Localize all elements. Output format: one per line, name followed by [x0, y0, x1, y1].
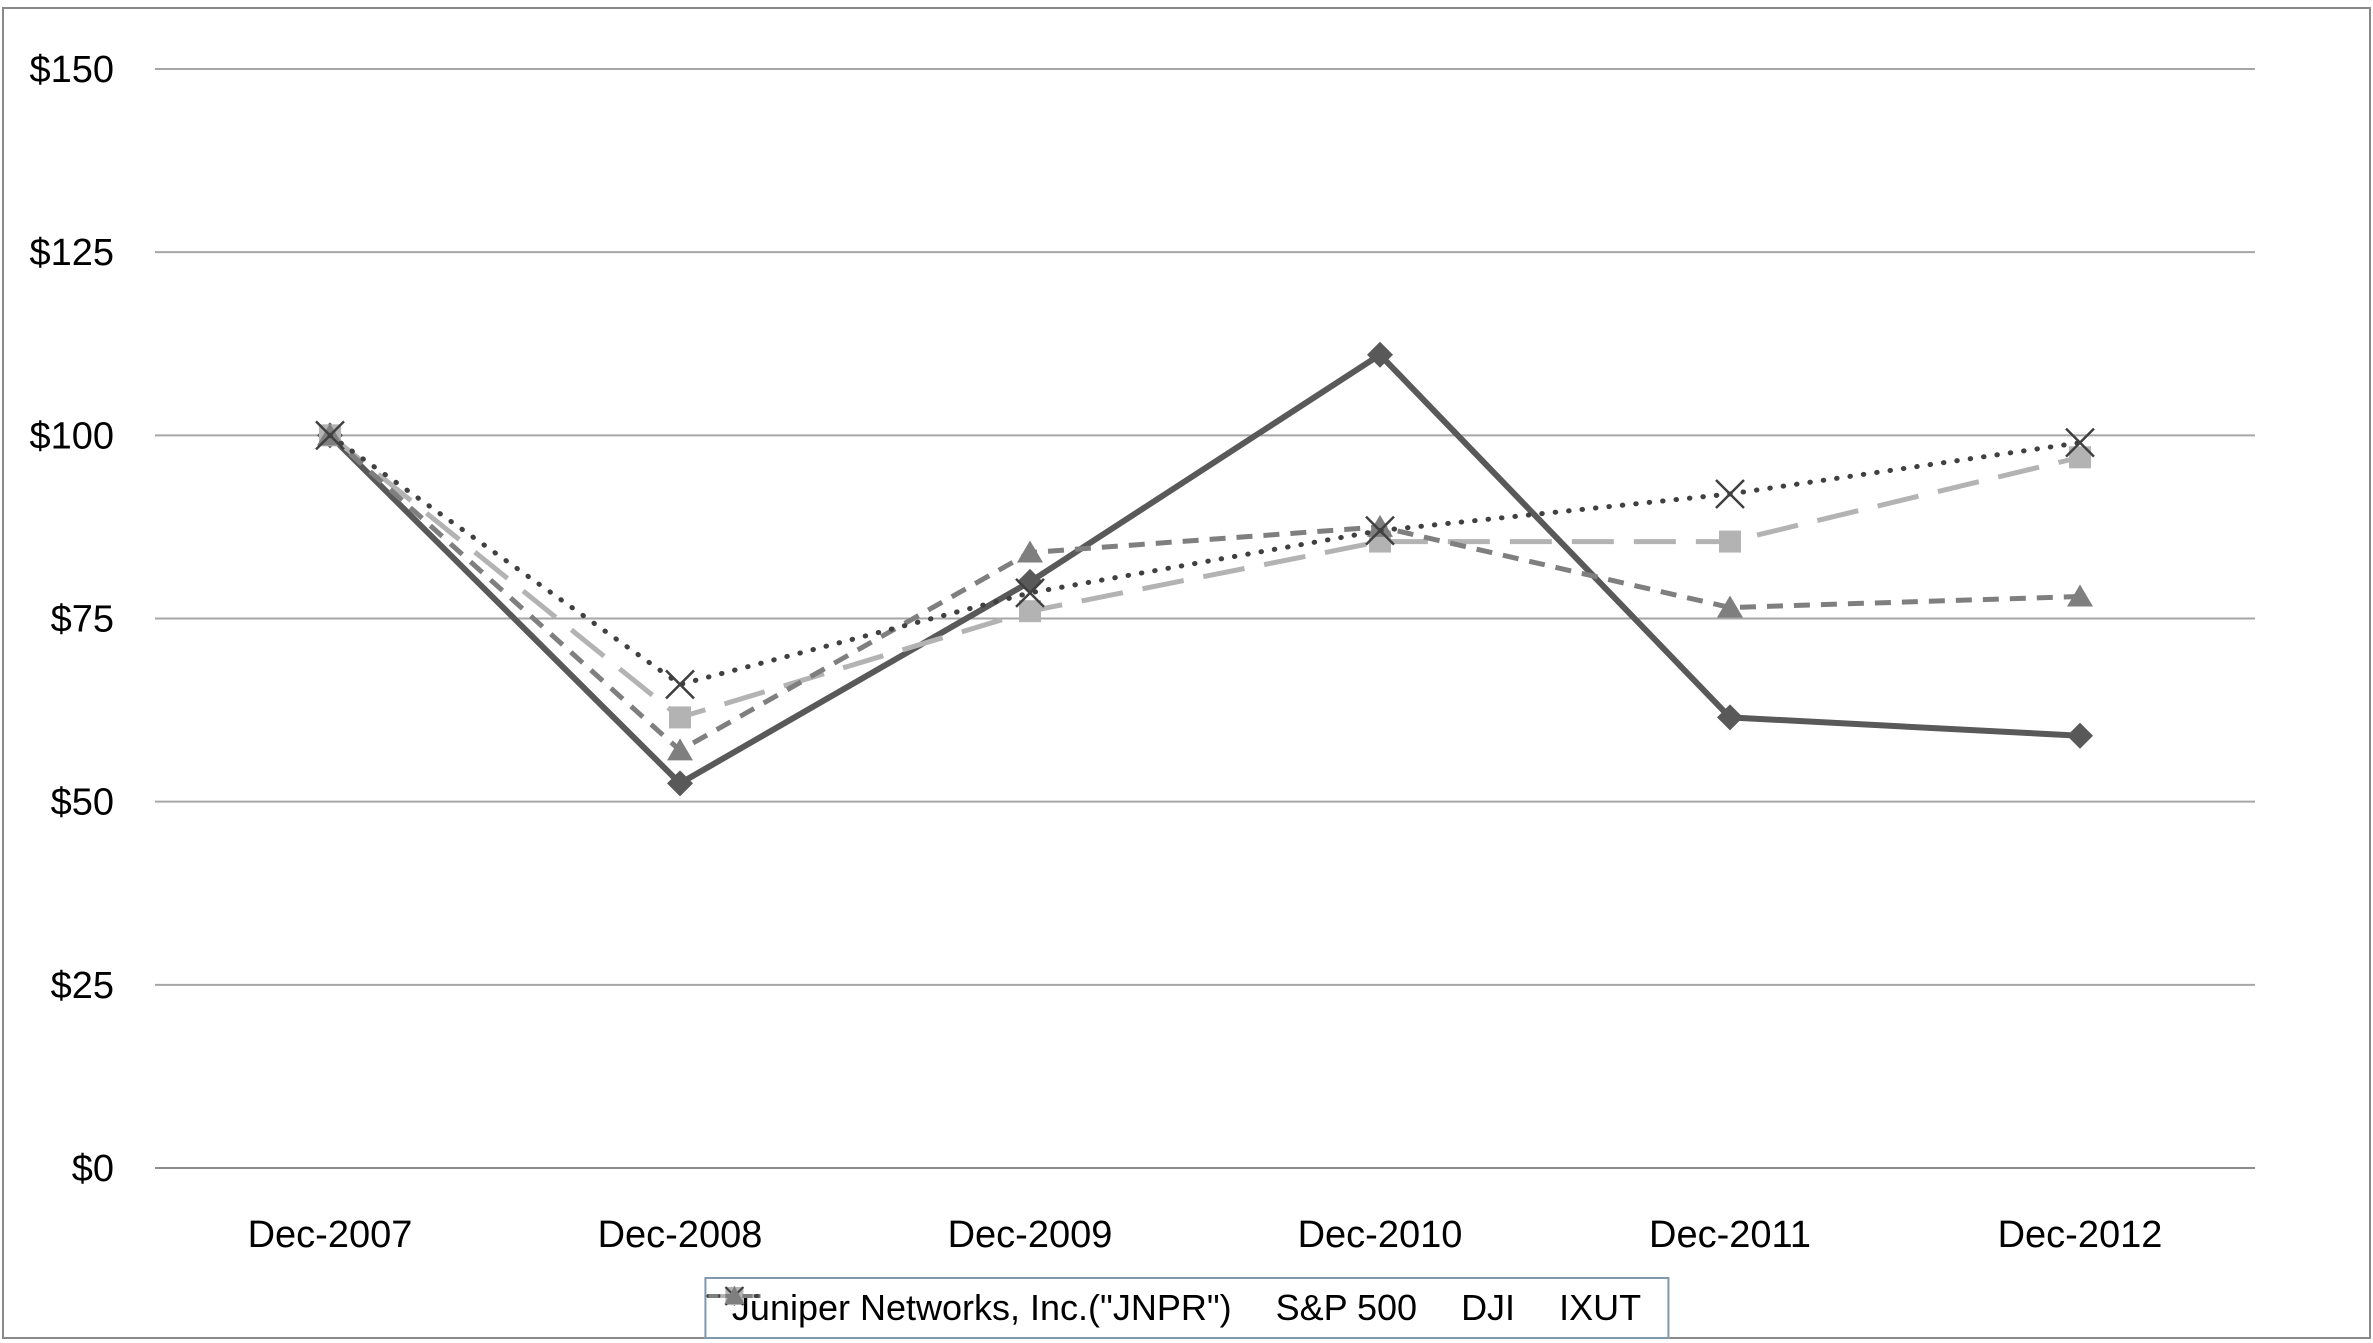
x-tick-label: Dec-2008 [598, 1214, 763, 1256]
data-point-marker [1719, 530, 1741, 553]
y-tick-label: $0 [72, 1148, 114, 1190]
data-point-marker [1017, 568, 1043, 595]
legend-item-1: S&P 500 [707, 1287, 1418, 1329]
series-line-3 [328, 433, 2081, 754]
data-point-marker [667, 738, 693, 761]
legend-label: IXUT [1559, 1287, 1642, 1328]
y-tick-label: $75 [51, 599, 114, 641]
chart-area: $0 $25 $50 $75 $100 $125 $150 Dec-2007 Dec-2008 D… [4, 9, 2369, 1339]
legend-item-0: Juniper Networks, Inc.("JNPR") [707, 1286, 1232, 1329]
data-point-marker [1717, 704, 1743, 731]
x-tick-label: Dec-2007 [248, 1214, 413, 1256]
data-point-marker [1015, 577, 1045, 608]
series-line-1 [328, 433, 2081, 721]
data-point-marker [669, 706, 691, 729]
data-point-marker [2065, 427, 2095, 458]
data-point-marker [315, 420, 345, 451]
y-tick-label: $50 [51, 782, 114, 824]
x-tick-label: Dec-2012 [1998, 1214, 2163, 1256]
y-tick-label: $100 [29, 415, 114, 457]
x-tick-label: Dec-2010 [1298, 1214, 1463, 1256]
y-tick-label: $125 [29, 232, 114, 274]
legend-item-3: IXUT [707, 1286, 1642, 1329]
legend-marker [723, 1286, 744, 1304]
data-point-marker [665, 669, 695, 700]
legend-label: DJI [1461, 1287, 1516, 1328]
x-tick-label: Dec-2011 [1649, 1214, 1811, 1256]
data-point-marker [1715, 479, 1745, 509]
y-tick-label: $150 [29, 49, 114, 91]
data-point-marker [1017, 540, 1043, 563]
data-point-marker [1367, 514, 1393, 537]
data-point-marker [2069, 446, 2091, 469]
data-point-marker [667, 770, 693, 797]
data-point-marker [1367, 341, 1393, 368]
legend-item-2: DJI [705, 1286, 1516, 1329]
performance-line-chart: $0 $25 $50 $75 $100 $125 $150 Dec-2007 Dec-2008 D… [29, 49, 2255, 1256]
data-point-marker [1365, 515, 1395, 546]
legend-label: S&P 500 [1275, 1287, 1418, 1328]
data-point-marker [1717, 595, 1743, 618]
data-point-marker [2067, 722, 2093, 749]
series-line-0 [327, 350, 2081, 788]
data-point-marker [1019, 600, 1041, 623]
x-tick-label: Dec-2009 [948, 1214, 1113, 1256]
data-point-marker [2067, 584, 2093, 607]
chart-legend: Juniper Networks, Inc.("JNPR") S&P 500 DJI… [703, 1277, 1670, 1339]
legend-label: Juniper Networks, Inc.("JNPR") [731, 1287, 1232, 1328]
triangle-legend-icon [707, 1286, 760, 1304]
y-tick-label: $25 [51, 965, 114, 1007]
chart-frame: $0 $25 $50 $75 $100 $125 $150 Dec-2007 Dec-2008 D… [2, 7, 2371, 1339]
